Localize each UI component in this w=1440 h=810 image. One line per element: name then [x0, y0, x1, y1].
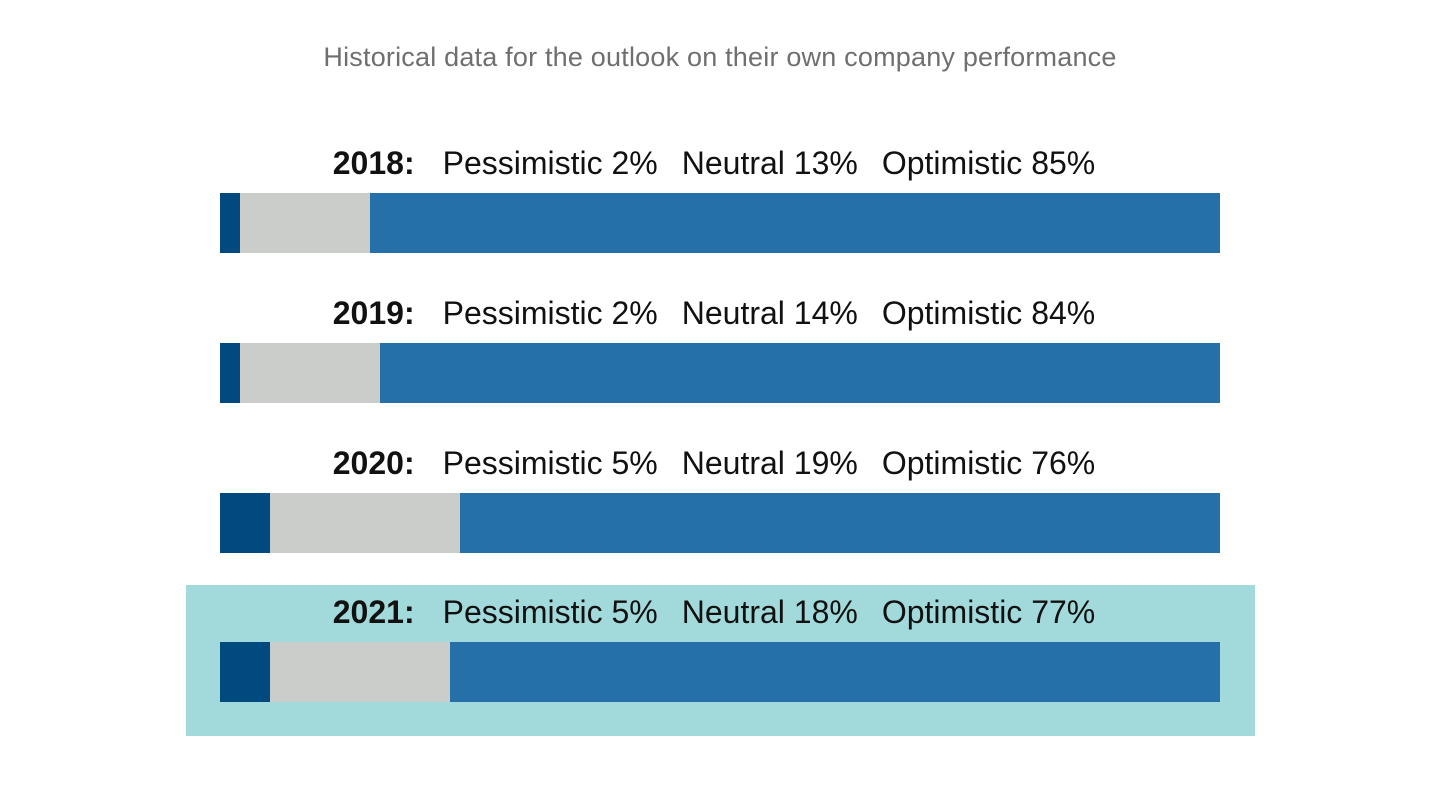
year-label: 2021:: [332, 594, 415, 630]
optimistic-label: Optimistic 76%: [881, 445, 1096, 481]
neutral-segment: [270, 642, 450, 702]
pessimistic-segment: [220, 343, 240, 403]
stacked-bar: [220, 493, 1220, 553]
stacked-bar: [220, 642, 1220, 702]
year-label: 2018:: [332, 145, 415, 181]
pessimistic-label: Pessimistic 2%: [442, 145, 658, 181]
neutral-label: Neutral 18%: [681, 594, 858, 630]
optimistic-label: Optimistic 84%: [881, 295, 1096, 331]
pessimistic-segment: [220, 193, 240, 253]
pessimistic-segment: [220, 642, 270, 702]
pessimistic-label: Pessimistic 5%: [442, 594, 658, 630]
optimistic-segment: [460, 493, 1220, 553]
stacked-bar: [220, 343, 1220, 403]
row-label: 2019: Pessimistic 2% Neutral 14% Optimistic…: [0, 293, 1440, 333]
optimistic-label: Optimistic 85%: [881, 145, 1096, 181]
neutral-label: Neutral 13%: [681, 145, 858, 181]
neutral-label: Neutral 14%: [681, 295, 858, 331]
pessimistic-label: Pessimistic 2%: [442, 295, 658, 331]
row-label: 2021: Pessimistic 5% Neutral 18% Optimistic…: [0, 592, 1440, 632]
neutral-segment: [240, 193, 370, 253]
neutral-segment: [240, 343, 380, 403]
chart-subtitle: Historical data for the outlook on their…: [323, 42, 1117, 72]
year-label: 2019:: [332, 295, 415, 331]
row-label: 2018: Pessimistic 2% Neutral 13% Optimistic…: [0, 143, 1440, 183]
stacked-bar: [220, 193, 1220, 253]
row-label: 2020: Pessimistic 5% Neutral 19% Optimistic…: [0, 443, 1440, 483]
optimistic-label: Optimistic 77%: [881, 594, 1096, 630]
pessimistic-segment: [220, 493, 270, 553]
neutral-label: Neutral 19%: [681, 445, 858, 481]
optimistic-segment: [450, 642, 1220, 702]
year-label: 2020:: [332, 445, 415, 481]
pessimistic-label: Pessimistic 5%: [442, 445, 658, 481]
neutral-segment: [270, 493, 460, 553]
optimistic-segment: [370, 193, 1220, 253]
optimistic-segment: [380, 343, 1220, 403]
